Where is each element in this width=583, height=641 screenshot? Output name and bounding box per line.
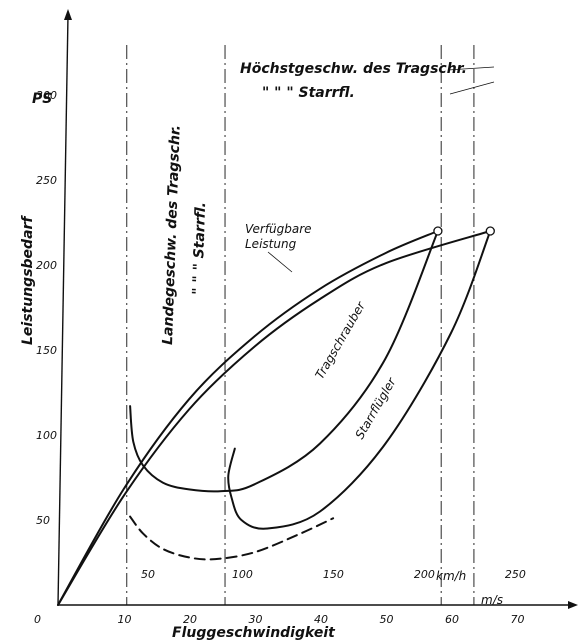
- x-tick-label-0: 0: [34, 613, 41, 626]
- series-line-5: [129, 515, 335, 561]
- y-tick-label-5: 300: [36, 89, 57, 102]
- x-tick-label-4: 40: [314, 613, 328, 626]
- y-tick-label-3: 200: [36, 259, 57, 272]
- x-tick-label-1: 10: [118, 613, 132, 626]
- end-markers: [433, 226, 495, 236]
- y-tick-label-4: 250: [36, 174, 57, 187]
- available-power-label-line2: Leistung: [245, 237, 297, 251]
- max-speed-label-line2: " " " Starrfl.: [262, 85, 355, 101]
- landing-speed-label-line2: " " " Starrfl.: [190, 202, 209, 295]
- x-unit-kmh-label: km/h: [436, 569, 466, 583]
- x-tick-label-5: 50: [380, 613, 394, 626]
- y-tick-label-1: 100: [36, 429, 57, 442]
- y-axis-arrow: [64, 9, 72, 20]
- x-tick-label-6: 60: [445, 613, 459, 626]
- x-unit-ms-label: m/s: [481, 593, 503, 607]
- landing-speed-label-line1: Landegeschw. des Tragschr.: [160, 125, 184, 346]
- max-speed-leader-1: [447, 66, 495, 71]
- series-line-1: [57, 230, 439, 606]
- end-marker-2: [485, 226, 495, 236]
- series-lines: [57, 230, 492, 606]
- x-axis-arrow: [568, 601, 578, 609]
- kmh-tick-label-0: 50: [141, 568, 155, 581]
- max-speed-label-line1: Höchstgeschw. des Tragschr.: [240, 61, 467, 77]
- tragschrauber-label: Tragschrauber: [312, 299, 368, 382]
- y-axis-title: Leistungsbedarf: [20, 215, 36, 345]
- y-unit-label: PS: [32, 91, 52, 107]
- starrfluegler-label: Starrflügler: [352, 375, 399, 442]
- x-tick-label-7: 70: [511, 613, 525, 626]
- kmh-tick-label-3: 200: [414, 568, 435, 581]
- kmh-tick-labels: 50 100 150 200 250: [141, 568, 526, 581]
- axes: [57, 9, 578, 609]
- y-tick-labels: 50 100 150 200 250 300: [36, 89, 57, 527]
- series-line-2: [57, 230, 492, 606]
- x-tick-label-3: 30: [249, 613, 263, 626]
- kmh-tick-label-1: 100: [232, 568, 253, 581]
- x-tick-labels: 0 10 20 30 40 50 60 70: [34, 613, 525, 626]
- y-tick-label-2: 150: [36, 344, 57, 357]
- vertical-reference-lines: [126, 45, 475, 605]
- max-speed-leader-2: [449, 81, 495, 95]
- series-line-3: [129, 230, 439, 493]
- x-axis-title: Fluggeschwindigkeit: [172, 625, 336, 641]
- kmh-tick-label-4: 250: [505, 568, 526, 581]
- end-marker-1: [433, 226, 443, 236]
- series-line-4: [227, 230, 492, 530]
- x-tick-label-2: 20: [183, 613, 197, 626]
- available-power-label-line1: Verfügbare: [245, 222, 312, 236]
- kmh-tick-label-2: 150: [323, 568, 344, 581]
- y-tick-label-0: 50: [36, 514, 50, 527]
- y-axis: [57, 14, 69, 606]
- available-power-leader: [267, 251, 293, 273]
